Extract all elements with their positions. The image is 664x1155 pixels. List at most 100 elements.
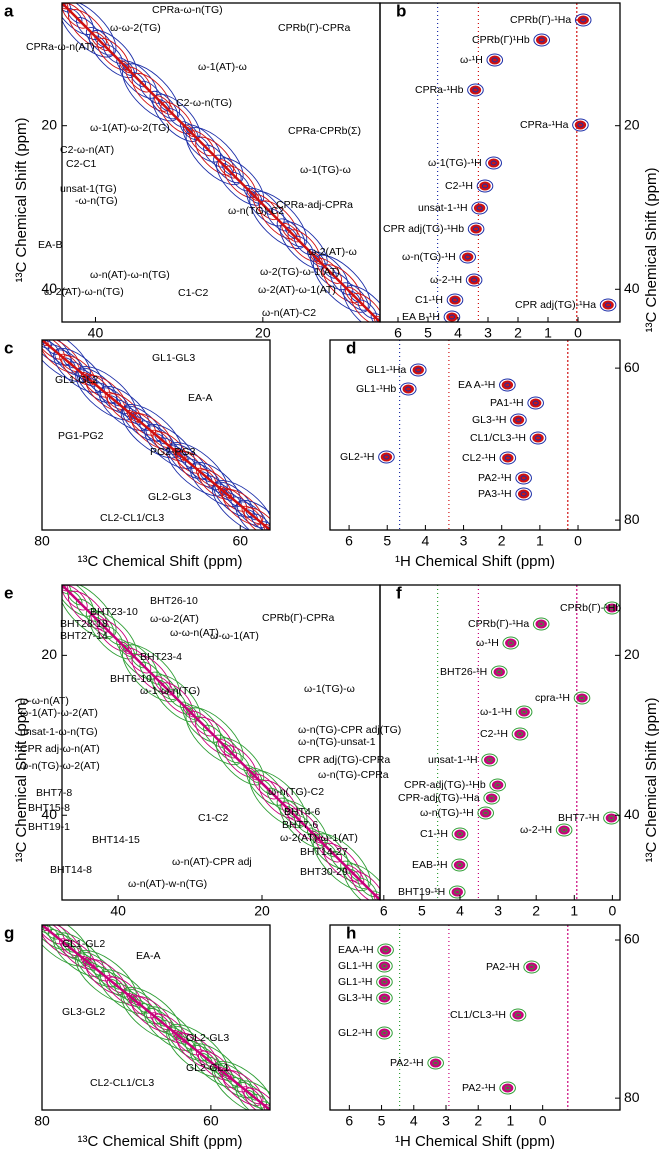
x-tick-label: 0 xyxy=(608,903,616,919)
peak xyxy=(608,815,615,821)
peak xyxy=(415,367,422,373)
peak-label: ω-¹H xyxy=(476,637,499,649)
peak-label: BHT26-10 xyxy=(150,595,198,607)
peak xyxy=(378,1028,391,1038)
peak-label: BHT7-¹H xyxy=(558,812,599,824)
peak-label: ω-n(AT)-w-n(TG) xyxy=(128,878,207,890)
peak-label: CPRb(Γ)-¹Ha xyxy=(468,618,529,630)
plot-area xyxy=(437,3,617,322)
y-tick-label: 40 xyxy=(41,806,57,822)
peak xyxy=(504,455,511,461)
peak-label: ω-1-ω-n(TG) xyxy=(140,685,200,697)
peak-label: PG2-PG3 xyxy=(150,446,196,458)
peak xyxy=(605,813,618,823)
peak xyxy=(432,1060,439,1066)
peak-label: GL3-¹H xyxy=(338,992,372,1004)
peak-label: C2-¹H xyxy=(480,728,508,740)
peak xyxy=(382,947,389,953)
x-tick-label: 4 xyxy=(456,903,464,919)
peak xyxy=(482,810,489,816)
peak-label: ω-ω-1(AT) xyxy=(210,630,259,642)
peak-label: unsat-1(TG) xyxy=(60,183,117,195)
peak xyxy=(446,312,458,322)
frame xyxy=(379,584,621,901)
peak-label: C1-C2 xyxy=(198,812,229,824)
peak-label: CPR-adj(TG)-¹Hb xyxy=(404,779,486,791)
peak xyxy=(429,1058,442,1068)
peak-label: GL1-¹Hb xyxy=(356,383,396,395)
peak-label: CPR adj(TG)-¹Hb xyxy=(383,223,464,235)
peak-label: BHT4-6 xyxy=(284,806,320,818)
peak-label: EA B-¹H xyxy=(402,311,440,323)
panel-letter: c xyxy=(4,338,13,357)
diagonal xyxy=(42,340,270,530)
x-tick-label: 0 xyxy=(574,533,582,549)
peak-label: EA-A xyxy=(136,950,161,962)
peak-label: CPRb(Γ)-CPRa xyxy=(262,612,334,624)
peak-label: EAA-¹H xyxy=(338,944,374,956)
peak-label: ω-1(TG)-ω xyxy=(300,164,351,176)
peak-label: CPRb(Γ)-¹Ha xyxy=(510,14,571,26)
peak xyxy=(479,181,491,191)
peak xyxy=(380,452,393,462)
peak xyxy=(576,693,588,703)
peak-label: ω-¹H xyxy=(460,54,483,66)
x-tick-label: 3 xyxy=(442,1113,450,1129)
peak xyxy=(536,35,548,45)
x-tick-label: 1 xyxy=(536,533,544,549)
peak-label: ω-n(AT)-CPR adj xyxy=(172,856,252,868)
peak xyxy=(510,413,527,427)
peak xyxy=(512,415,525,425)
peak-label: ω-2(TG)-ω-1(AT) xyxy=(260,266,340,278)
peak xyxy=(486,53,504,67)
peak xyxy=(520,475,527,481)
peak xyxy=(490,665,508,679)
peak xyxy=(461,252,474,262)
peak xyxy=(606,603,618,613)
peak-label: GL3-¹H xyxy=(472,414,506,426)
peak xyxy=(573,691,591,705)
peak xyxy=(532,617,550,631)
x-tick-label: 80 xyxy=(34,533,50,549)
peak-label: C1-¹H xyxy=(420,828,448,840)
peak xyxy=(464,254,471,260)
panel: CPRb(Γ)-¹Hb CPRb(Γ)-¹Ha ω-¹H BHT26-¹H cpra-¹… xyxy=(379,583,660,919)
peak-label: ω-n(TG)-CPRa xyxy=(318,769,389,781)
peak-label: ω-1(TG)-ω xyxy=(304,683,355,695)
peak xyxy=(451,887,463,897)
peak xyxy=(379,945,392,955)
peak xyxy=(577,122,584,128)
plot-area xyxy=(42,340,270,530)
y-tick-label: 20 xyxy=(624,646,640,662)
peak xyxy=(456,831,464,837)
y-tick-label: 60 xyxy=(624,359,640,375)
peak-label: ω-2-¹H xyxy=(520,824,552,836)
x-tick-label: 60 xyxy=(203,1113,219,1129)
x-axis-label: ¹H Chemical Shift (ppm) xyxy=(395,553,555,570)
panel-letter: d xyxy=(346,338,356,357)
peak xyxy=(486,757,493,763)
peak xyxy=(378,961,391,971)
peak xyxy=(528,964,535,970)
y-tick-label: 80 xyxy=(624,1089,640,1105)
peak-label: C1-¹H xyxy=(415,294,443,306)
peak-label: C2-¹H xyxy=(445,180,473,192)
peak xyxy=(381,979,388,985)
peak-label: ω-2(AT)-ω-1(AT) xyxy=(280,832,358,844)
peak xyxy=(515,417,522,423)
peak-label: CL2-CL1/CL3 xyxy=(90,1077,154,1089)
peak xyxy=(376,975,393,989)
peak-label: PA1-¹H xyxy=(490,397,524,409)
x-tick-label: 5 xyxy=(378,1113,386,1129)
peak xyxy=(470,224,482,234)
peak-label: ω-n(TG)-ω-2(AT) xyxy=(20,760,100,772)
peak-label: ω-2-¹H xyxy=(430,274,462,286)
peak xyxy=(465,273,483,287)
y-axis-label: ¹³C Chemical Shift (ppm) xyxy=(643,697,660,862)
peak xyxy=(376,1026,393,1040)
panel-letter: b xyxy=(396,1,406,20)
peak xyxy=(499,378,516,392)
peak-label: PA2-¹H xyxy=(462,1082,496,1094)
peak xyxy=(521,709,528,715)
x-tick-label: 6 xyxy=(345,533,353,549)
